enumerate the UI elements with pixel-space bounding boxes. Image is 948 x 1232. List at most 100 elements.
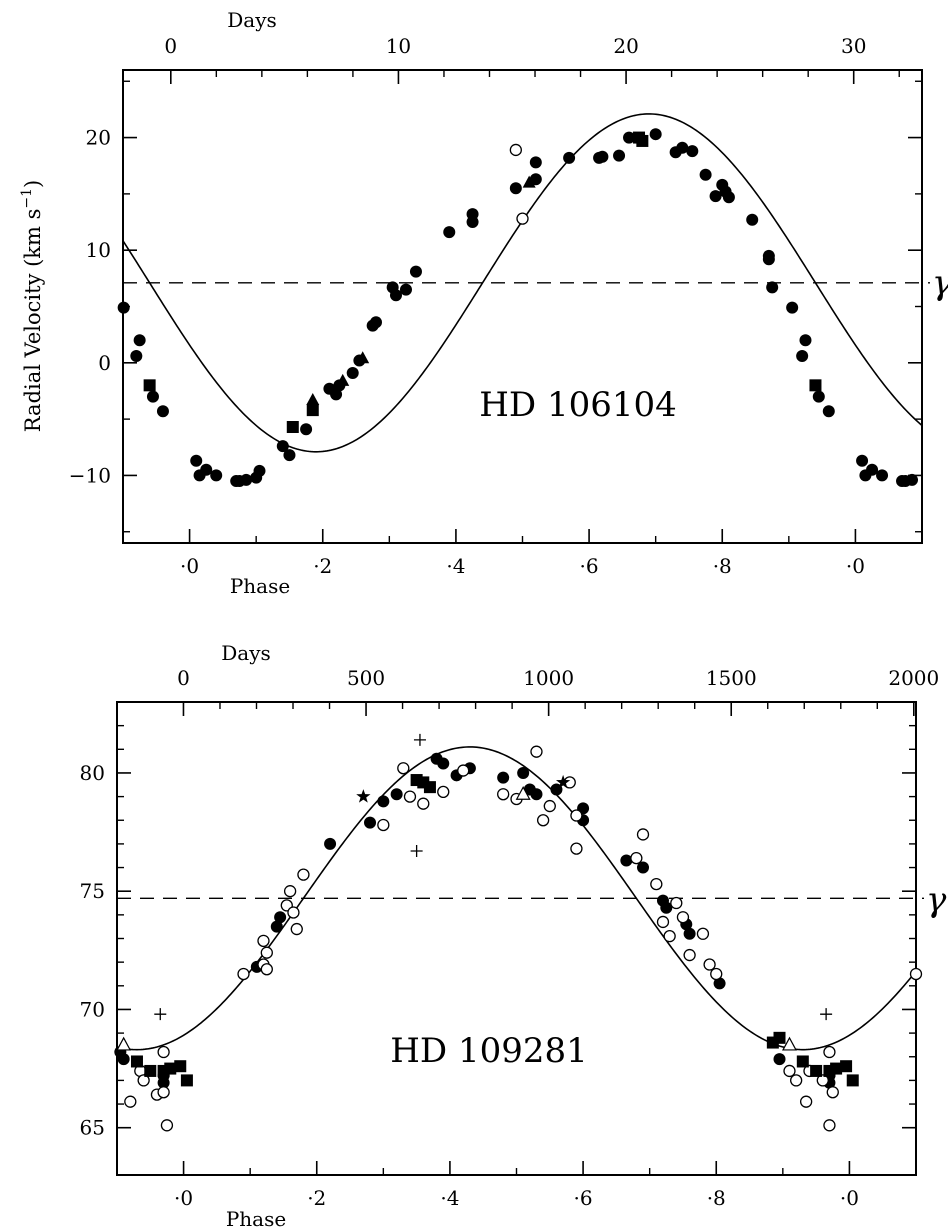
- data-point-filled-circle: [409, 265, 422, 278]
- data-point-open-circle: [530, 745, 543, 758]
- phase-tick-label: ·2: [307, 1186, 326, 1210]
- data-point-filled-square: [286, 421, 299, 434]
- data-point-open-circle: [417, 797, 430, 810]
- data-point-open-circle: [437, 785, 450, 799]
- data-point-filled-circle: [773, 1053, 786, 1066]
- data-point-filled-circle: [399, 283, 412, 296]
- bottom-axis-label: Phase: [230, 574, 290, 598]
- data-point-filled-circle: [620, 854, 633, 867]
- data-point-star: [356, 789, 371, 803]
- data-point-filled-circle: [529, 156, 542, 169]
- data-point-open-circle: [536, 814, 550, 827]
- y-tick-label: −10: [69, 463, 111, 487]
- data-point-open-circle: [260, 946, 273, 959]
- data-point-filled-circle: [762, 253, 775, 266]
- data-point-filled-circle: [812, 390, 825, 403]
- data-point-filled-circle: [822, 405, 835, 418]
- phase-tick-label: ·0: [840, 1186, 859, 1210]
- data-point-filled-circle: [270, 920, 283, 933]
- data-point-filled-circle: [210, 469, 223, 482]
- data-point-filled-circle: [497, 771, 510, 784]
- y-tick-label: 70: [80, 997, 105, 1021]
- day-tick-label: 10: [386, 34, 411, 58]
- data-point-open-circle: [377, 818, 390, 832]
- data-point-filled-circle: [276, 440, 289, 453]
- data-point-filled-triangle: [306, 392, 320, 405]
- fit-curve: [116, 746, 917, 1051]
- data-point-filled-circle: [683, 927, 696, 940]
- data-point-filled-square: [306, 404, 319, 417]
- data-point-open-circle: [403, 790, 417, 803]
- data-point-filled-circle: [437, 757, 450, 770]
- data-point-open-circle: [157, 1045, 170, 1059]
- data-point-filled-square: [130, 1055, 143, 1068]
- data-point-filled-circle: [117, 1053, 130, 1066]
- data-point-filled-circle: [364, 816, 377, 829]
- data-point-open-circle: [703, 958, 716, 971]
- data-point-open-circle: [663, 929, 676, 943]
- data-point-star: [555, 774, 571, 789]
- phase-tick-label: ·0: [846, 554, 865, 578]
- star-name-label: HD 106104: [479, 385, 677, 425]
- data-point-open-circle: [823, 1119, 836, 1132]
- data-point-filled-circle: [623, 131, 636, 144]
- day-tick-label: 0: [177, 666, 190, 690]
- data-point-open-circle: [650, 877, 663, 891]
- data-point-open-circle: [783, 1064, 796, 1078]
- data-point-open-circle: [676, 911, 690, 924]
- data-point-open-circle: [237, 967, 250, 981]
- y-tick-label: 75: [80, 879, 105, 903]
- data-point-open-circle: [799, 1095, 813, 1108]
- phase-tick-label: ·6: [574, 1186, 593, 1210]
- data-point-filled-circle: [156, 405, 169, 418]
- data-point-open-circle: [257, 934, 270, 948]
- data-point-filled-circle: [130, 350, 143, 363]
- top-axis-label: Days: [221, 641, 271, 665]
- data-point-filled-circle: [866, 463, 879, 476]
- data-point-open-circle: [683, 948, 696, 962]
- day-tick-label: 1500: [706, 666, 757, 690]
- data-point-open-circle: [290, 922, 303, 936]
- data-point-open-circle: [297, 868, 310, 881]
- data-point-filled-circle: [613, 149, 626, 162]
- data-point-filled-circle: [370, 316, 383, 329]
- data-point-open-circle: [397, 762, 410, 775]
- data-point-filled-square: [846, 1074, 859, 1087]
- data-point-filled-circle: [563, 151, 576, 164]
- data-point-filled-square: [180, 1074, 193, 1087]
- data-point-filled-square: [796, 1055, 809, 1068]
- data-point-filled-circle: [117, 301, 130, 314]
- bottom-axis-label: Phase: [226, 1207, 286, 1231]
- data-point-filled-circle: [799, 334, 812, 347]
- data-point-filled-circle: [709, 190, 722, 203]
- data-point-filled-circle: [274, 911, 287, 924]
- data-point-open-circle: [670, 896, 683, 910]
- day-tick-label: 20: [613, 34, 638, 58]
- data-point-filled-circle: [786, 301, 799, 314]
- data-point-filled-circle: [346, 366, 359, 379]
- data-point-open-circle: [543, 799, 556, 813]
- y-tick-label: 80: [80, 761, 105, 785]
- data-point-filled-square: [144, 1064, 157, 1077]
- data-point-open-circle: [260, 963, 273, 976]
- data-point-open-circle: [909, 967, 923, 981]
- data-point-filled-circle: [377, 795, 390, 808]
- phase-tick-label: ·8: [707, 1186, 726, 1210]
- plot-frame: [116, 701, 917, 1176]
- phase-tick-label: ·2: [313, 554, 332, 578]
- data-point-open-circle: [160, 1119, 174, 1132]
- plot-frame: [122, 69, 923, 544]
- data-point-filled-circle: [686, 145, 699, 158]
- phase-tick-label: ·4: [446, 554, 465, 578]
- data-point-filled-circle: [330, 388, 343, 401]
- phase-tick-label: ·4: [440, 1186, 459, 1210]
- data-point-filled-circle: [146, 390, 159, 403]
- panel-hd106104: Days Radial Velocity (km s−1) HD 106104 …: [19, 8, 948, 598]
- gamma-label: γ: [926, 880, 947, 920]
- data-point-open-circle: [630, 851, 643, 865]
- data-point-open-circle: [570, 809, 583, 822]
- data-point-filled-square: [773, 1031, 786, 1044]
- data-point-filled-square: [830, 1062, 843, 1075]
- data-point-filled-circle: [240, 473, 253, 486]
